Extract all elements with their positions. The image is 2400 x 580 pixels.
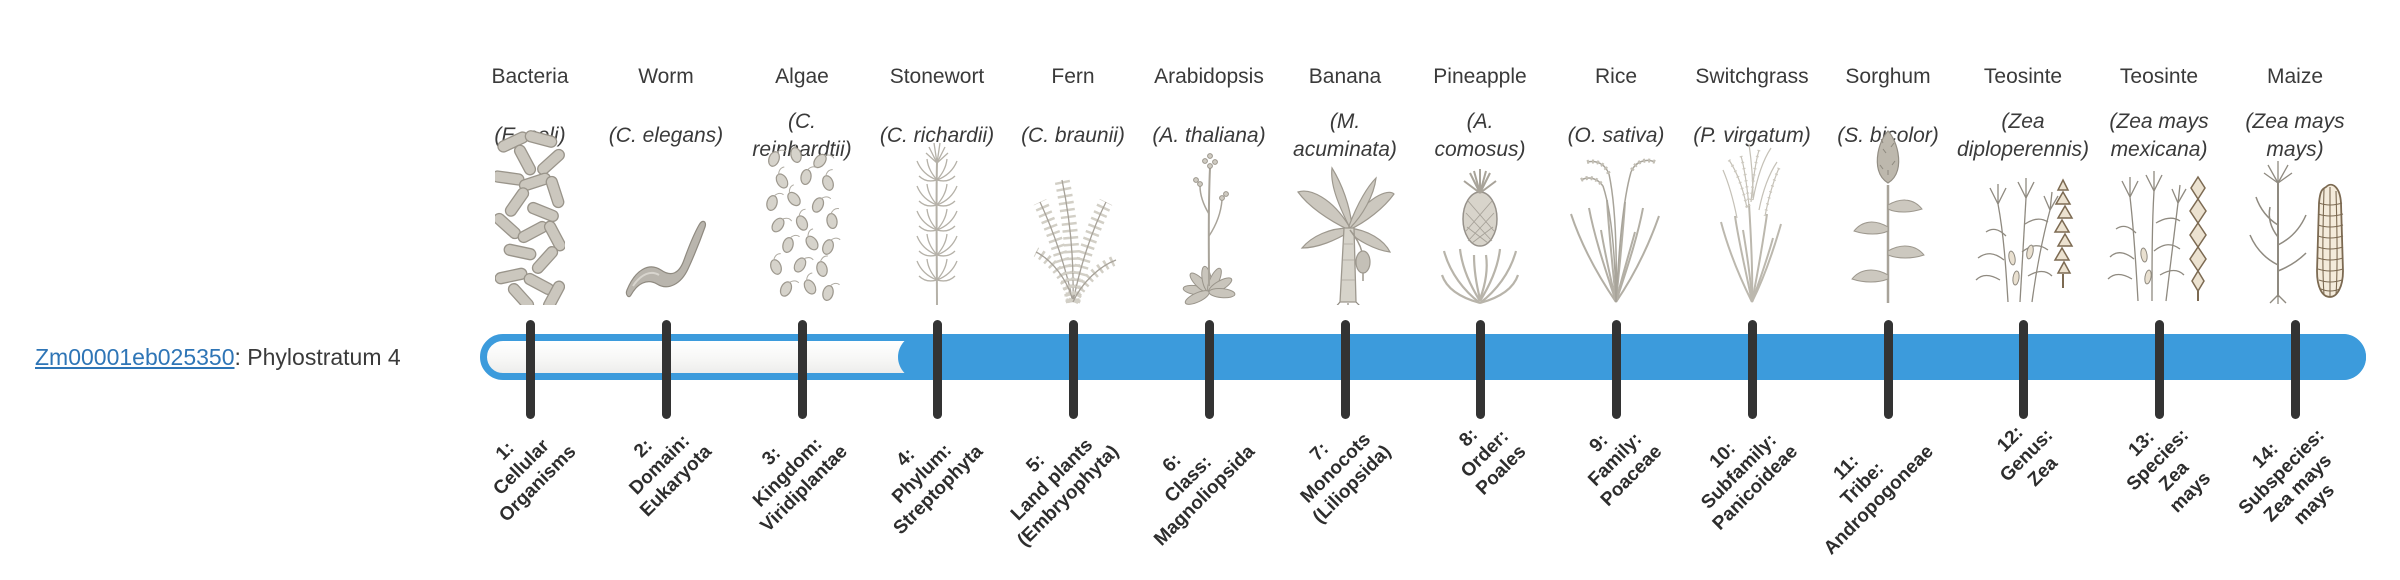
species-name: (A. thaliana) <box>1152 124 1266 147</box>
organism-name: Pineapple <box>1433 65 1527 88</box>
species-name: (C. richardii) <box>879 124 995 147</box>
switchgrass-icon <box>1677 121 1827 305</box>
species-name: (A. comosus) <box>1434 110 1526 161</box>
species-name: (P. virgatum) <box>1693 124 1811 147</box>
organism-name: Stonewort <box>889 65 985 88</box>
stonewort-icon <box>862 121 1012 305</box>
stratum-label: 2: Domain: Eukaryota <box>625 430 717 522</box>
organism-name: Worm <box>638 65 694 88</box>
stratum-label: 3: Kingdom: Viridiplantae <box>749 433 853 537</box>
phylostratum-tick <box>797 320 807 419</box>
organism-name: Rice <box>1594 65 1637 88</box>
phylostratum-tick <box>1883 320 1893 419</box>
maize-icon <box>2220 121 2370 305</box>
phylostratum-tick <box>1611 320 1621 419</box>
fern-icon <box>998 121 1148 305</box>
banana-icon <box>1270 121 1420 305</box>
stratum-label: 12: Genus: Zea <box>1992 422 2062 491</box>
teosinte-mexicana-icon <box>2084 121 2234 305</box>
stratum-label: 14: Subspecies: Zea mays mays <box>2234 424 2339 530</box>
teosinte-diploperennis-icon <box>1948 121 2098 305</box>
stratum-label: 5: Land plants (Embryophyta) <box>1006 434 1124 551</box>
stratum-label: 7: Monocots (Liliopsida) <box>1296 429 1396 528</box>
phylostratum-tick <box>2154 320 2164 419</box>
timeline-fill <box>898 334 2366 380</box>
organism-name: Maize <box>2266 65 2324 88</box>
species-name: (C. braunii) <box>1021 124 1125 147</box>
stratum-label: 6: Class: Magnoliopsida <box>1150 441 1260 551</box>
rice-icon <box>1541 121 1691 305</box>
bacteria-icon <box>455 121 605 305</box>
organism-name: Bacteria <box>491 65 569 88</box>
phylostratum-tick <box>932 320 942 419</box>
organism-name: Teosinte <box>2119 65 2199 88</box>
phylostratum-tick <box>661 320 671 419</box>
stratum-label: 13: Species: Zea mays <box>2122 424 2215 518</box>
species-name: (C. elegans) <box>608 124 724 147</box>
organism-name: Banana <box>1308 65 1382 88</box>
stratum-label: 10: Subfamily: Panicoideae <box>1697 429 1803 535</box>
species-name: (Zea mays mays) <box>2245 110 2345 161</box>
sorghum-icon <box>1813 121 1963 305</box>
stratum-label: 11: Tribe: Andropogoneae <box>1820 441 1939 560</box>
phylostratum-text: : Phylostratum 4 <box>234 344 401 370</box>
phylostratum-tick <box>525 320 535 419</box>
species-name: (Zea diploperennis) <box>1957 110 2089 161</box>
stratum-label: 4: Phylum: Streptophyta <box>888 439 988 539</box>
phylostratum-tick <box>1204 320 1214 419</box>
gene-id-link[interactable]: Zm00001eb025350 <box>35 344 235 370</box>
species-name: (M. acuminata) <box>1293 110 1397 161</box>
worm-icon <box>591 121 741 305</box>
organism-name: Switchgrass <box>1695 65 1809 88</box>
arabidopsis-icon <box>1134 121 1284 305</box>
organism-name: Algae <box>775 65 829 88</box>
organism-name: Sorghum <box>1845 65 1931 88</box>
organism-name: Teosinte <box>1983 65 2063 88</box>
gene-label: Zm00001eb025350: Phylostratum 4 <box>35 343 401 371</box>
phylostratum-tick <box>1747 320 1757 419</box>
phylostratum-tick <box>2290 320 2300 419</box>
organism-name: Fern <box>1051 65 1095 88</box>
species-name: (Zea mays mexicana) <box>2109 110 2209 161</box>
pineapple-icon <box>1405 121 1555 305</box>
phylostratum-tick <box>1475 320 1485 419</box>
phylostratum-tick <box>1340 320 1350 419</box>
stratum-label: 9: Family: Poaceae <box>1584 428 1667 511</box>
stratum-label: 8: Order: Poales <box>1455 424 1531 500</box>
algae-icon <box>727 121 877 305</box>
stratum-label: 1: Cellular Organisms <box>489 435 581 527</box>
organism-name: Arabidopsis <box>1154 65 1264 88</box>
phylostratum-tick <box>2018 320 2028 419</box>
species-name: (O. sativa) <box>1567 124 1665 147</box>
phylostratum-tick <box>1068 320 1078 419</box>
